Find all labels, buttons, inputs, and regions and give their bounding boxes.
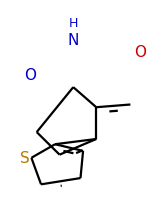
Text: O: O [24,68,36,83]
Text: H: H [69,17,78,30]
Text: N: N [68,33,79,48]
Text: S: S [20,151,30,166]
Text: O: O [134,45,146,60]
